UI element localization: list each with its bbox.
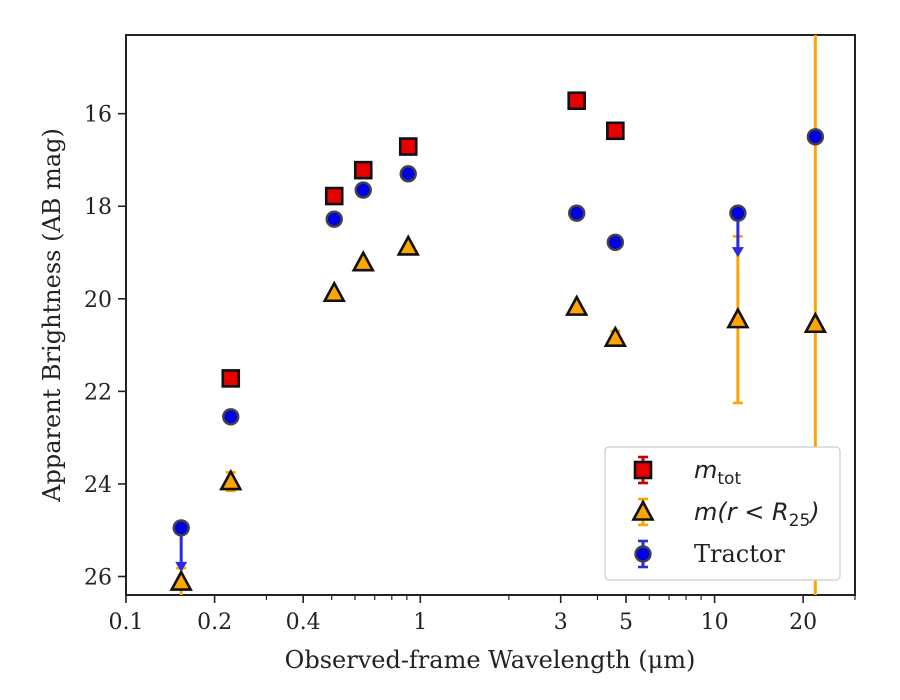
upper-limit-arrowhead — [175, 561, 188, 572]
x-tick-label: 5 — [619, 610, 633, 635]
legend-label: m(r < R25) — [694, 498, 820, 531]
point-circle — [354, 181, 372, 199]
y-tick-label: 26 — [84, 565, 112, 590]
x-tick-label: 20 — [789, 610, 817, 635]
point-square — [353, 160, 373, 180]
point-triangle — [803, 311, 828, 334]
point-circle — [325, 210, 343, 228]
point-circle — [606, 233, 625, 252]
y-axis-title: Apparent Brightness (AB mag) — [38, 128, 66, 503]
point-triangle — [219, 468, 243, 491]
point-triangle — [603, 325, 628, 347]
point-circle — [729, 204, 747, 222]
y-tick-label: 24 — [84, 473, 112, 498]
point-triangle — [396, 234, 420, 256]
point-square — [606, 121, 625, 141]
y-tick-label: 16 — [84, 103, 112, 128]
legend-label: Tractor — [694, 540, 785, 568]
legend: mtot m(r < R25) Tractor — [604, 446, 841, 581]
x-axis-title: Observed-frame Wavelength (μm) — [285, 646, 696, 674]
x-tick-label: 0.2 — [197, 610, 232, 635]
x-axis: 0.1 0.2 0.4 1 3 5 10 20 — [109, 595, 856, 635]
upper-limit-arrowhead — [731, 247, 744, 258]
point-circle — [172, 519, 190, 537]
x-tick-label: 3 — [554, 610, 568, 635]
x-tick-label: 0.1 — [109, 610, 144, 635]
y-tick-label: 22 — [84, 380, 112, 405]
point-triangle — [169, 569, 193, 591]
point-square — [567, 91, 587, 111]
legend-marker-square — [633, 460, 653, 480]
point-square — [398, 137, 418, 156]
point-circle — [399, 165, 417, 183]
point-square — [221, 369, 241, 388]
legend-label: mtot — [694, 456, 741, 489]
series-square-group — [221, 91, 625, 388]
legend-box — [604, 446, 841, 581]
plot-marks — [169, 35, 828, 595]
x-tick-label: 0.4 — [286, 610, 321, 635]
plot-frame — [125, 34, 856, 596]
point-circle — [568, 204, 586, 222]
point-triangle — [565, 294, 589, 316]
point-circle — [806, 128, 825, 146]
y-axis: 16 18 20 22 24 26 — [84, 103, 126, 590]
point-triangle — [322, 280, 346, 303]
point-triangle — [351, 249, 375, 272]
y-tick-label: 20 — [84, 288, 112, 313]
point-triangle — [726, 306, 750, 329]
y-tick-label: 18 — [84, 195, 112, 220]
x-tick-label: 1 — [413, 610, 427, 635]
x-tick-label: 10 — [701, 610, 729, 635]
legend-marker-triangle — [631, 499, 655, 521]
point-circle — [222, 408, 240, 426]
series-circle-group — [172, 128, 825, 572]
point-square — [324, 186, 344, 206]
legend-marker-circle — [634, 545, 652, 563]
